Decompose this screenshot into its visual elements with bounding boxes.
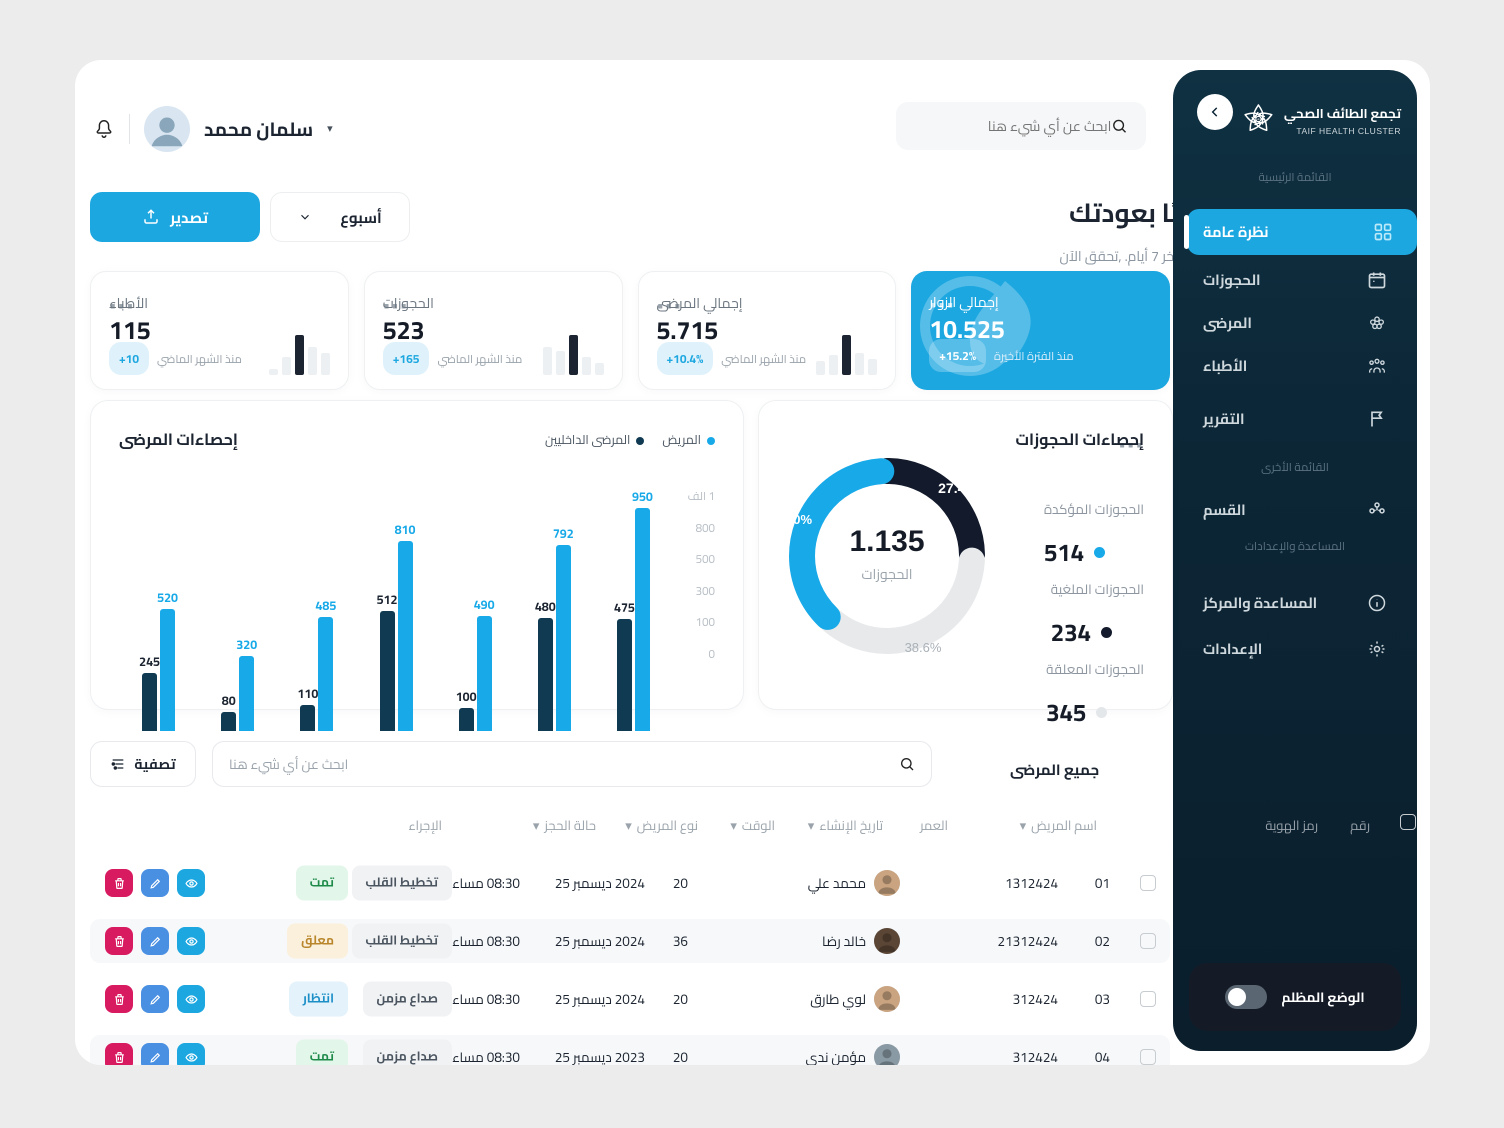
svg-text:38.6%: 38.6% — [905, 640, 942, 655]
svg-text:الحجوزات: الحجوزات — [861, 561, 912, 587]
svg-text:1.135: 1.135 — [849, 525, 924, 558]
svg-text:40%: 40% — [786, 512, 812, 527]
svg-text:27.4%: 27.4% — [938, 480, 978, 496]
